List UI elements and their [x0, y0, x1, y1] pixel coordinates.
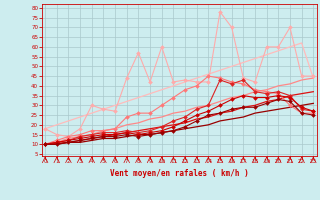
X-axis label: Vent moyen/en rafales ( km/h ): Vent moyen/en rafales ( km/h )	[110, 169, 249, 178]
